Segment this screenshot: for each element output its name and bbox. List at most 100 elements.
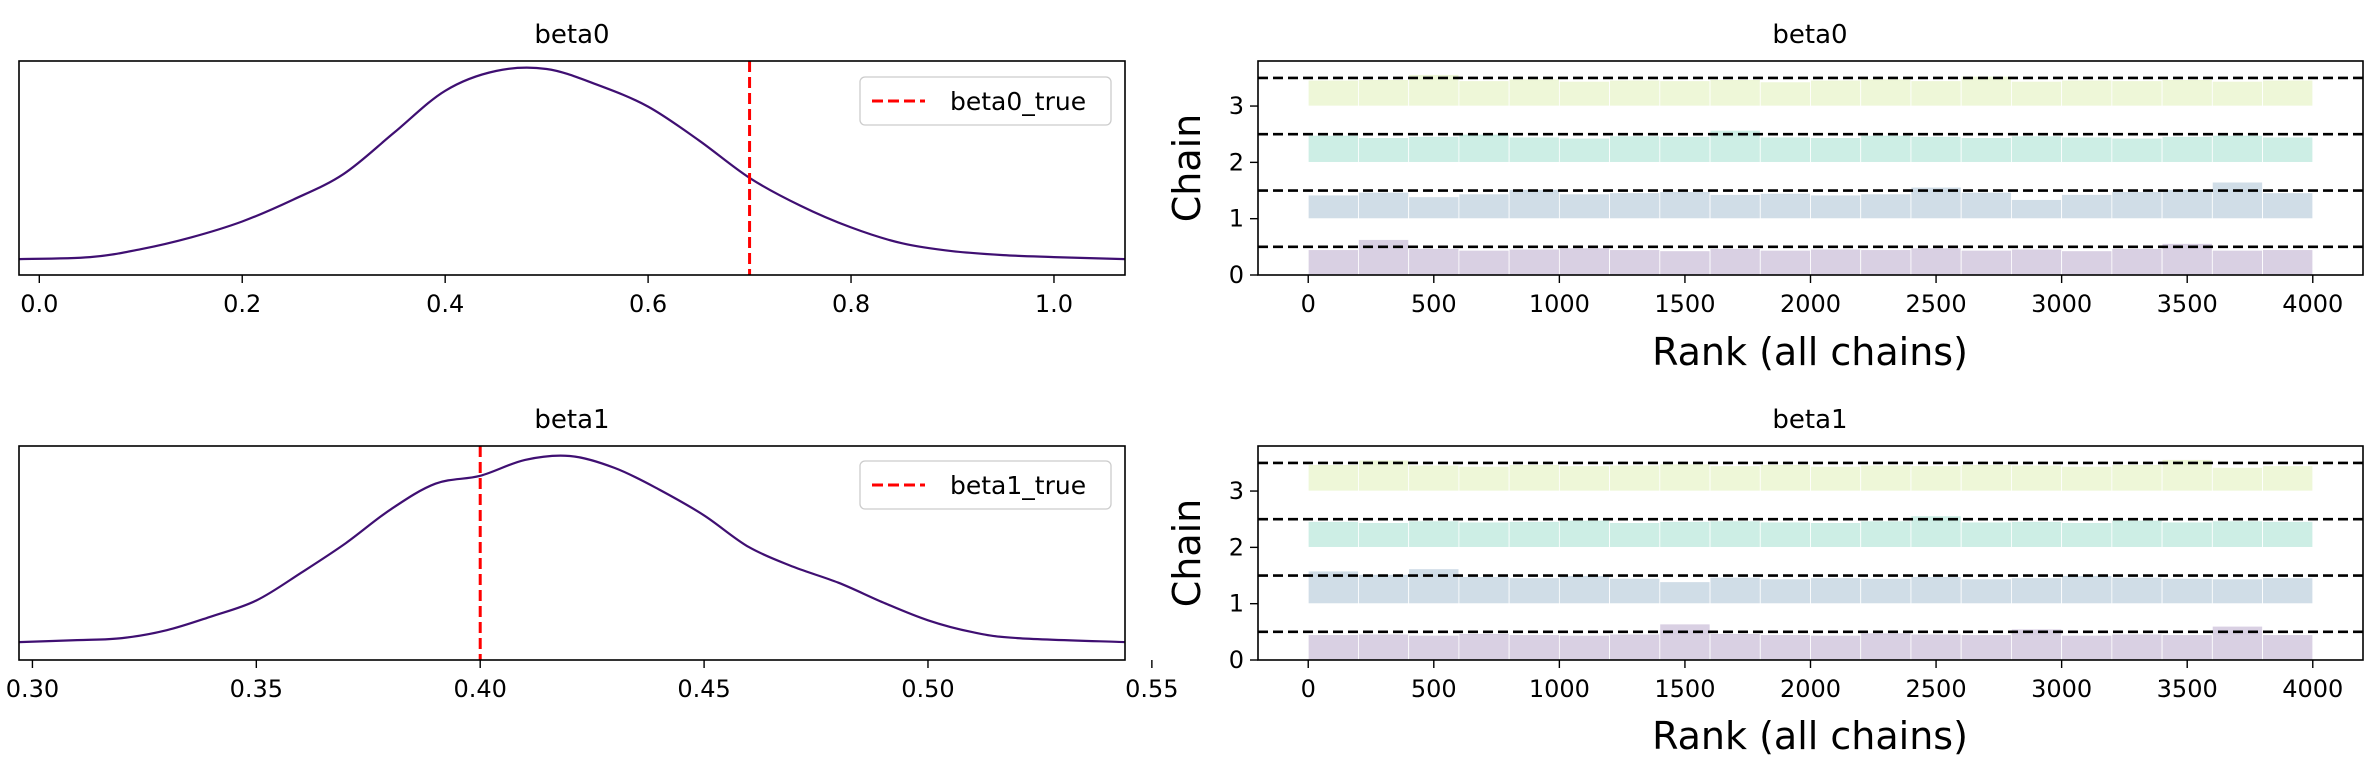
x-tick-label: 0 bbox=[1301, 290, 1316, 318]
rank-bar bbox=[1358, 191, 1410, 220]
y-tick-label: 2 bbox=[1229, 533, 1244, 561]
rank-bar bbox=[1810, 465, 1862, 492]
x-tick-label: 2500 bbox=[1906, 675, 1967, 703]
panel-beta1-density: beta1 0.30 0.35 0.40 0.45 0.50 0.55 beta1_tru… bbox=[6, 405, 1179, 703]
rank-bar bbox=[2262, 465, 2314, 492]
rank-bar bbox=[1910, 515, 1962, 548]
rank-bar bbox=[1709, 194, 1761, 220]
y-tick-label: 1 bbox=[1229, 590, 1244, 618]
rank-bar bbox=[1810, 137, 1862, 163]
axes-frame bbox=[1257, 60, 2364, 276]
rank-bar bbox=[1458, 193, 1510, 220]
rank-bar bbox=[2011, 80, 2063, 107]
rank-bar bbox=[1307, 249, 1359, 276]
x-tick-label: 3500 bbox=[2157, 290, 2218, 318]
rank-bar bbox=[2161, 577, 2213, 605]
rank-bar bbox=[1759, 634, 1811, 661]
rank-bar bbox=[1860, 632, 1912, 661]
rank-bar bbox=[1910, 247, 1962, 276]
rank-bar bbox=[2211, 466, 2263, 492]
rank-bar bbox=[2011, 628, 2063, 661]
rank-bar bbox=[2161, 79, 2213, 107]
rank-bar bbox=[1609, 464, 1661, 492]
rank-bar bbox=[1960, 578, 2012, 605]
rank-bar bbox=[1358, 574, 1410, 605]
x-tick-label: 1.0 bbox=[1035, 290, 1073, 318]
rank-bar bbox=[1960, 75, 2012, 107]
legend-box bbox=[859, 460, 1112, 510]
rank-bar bbox=[2111, 519, 2163, 548]
axes-frame bbox=[18, 60, 1126, 276]
x-tick-label: 3000 bbox=[2031, 675, 2092, 703]
rank-bar bbox=[2111, 80, 2163, 107]
rank-bar bbox=[1408, 464, 1460, 492]
x-tick-label: 0.30 bbox=[6, 675, 59, 703]
rank-bar bbox=[1759, 464, 1811, 492]
rank-bar bbox=[1408, 136, 1460, 163]
rank-bar bbox=[1408, 248, 1460, 276]
rank-bar bbox=[1358, 633, 1410, 661]
rank-bar bbox=[2011, 248, 2063, 276]
panel-title: beta0 bbox=[1772, 20, 1847, 50]
rank-bar bbox=[1458, 633, 1510, 661]
y-tick-label: 1 bbox=[1229, 205, 1244, 233]
x-tick-label: 0.45 bbox=[677, 675, 730, 703]
y-tick-label: 0 bbox=[1229, 261, 1244, 289]
rank-bar bbox=[1358, 522, 1410, 548]
rank-bar bbox=[1508, 464, 1560, 492]
x-tick-label: 0.50 bbox=[901, 675, 954, 703]
rank-bar bbox=[1960, 521, 2012, 548]
rank-bar bbox=[2011, 464, 2063, 492]
rank-bar bbox=[1659, 136, 1711, 163]
rank-bar bbox=[1659, 250, 1711, 276]
legend-box bbox=[859, 76, 1112, 126]
x-tick-label: 1000 bbox=[1529, 290, 1590, 318]
rank-bar bbox=[1458, 576, 1510, 605]
x-tick-label: 0.2 bbox=[223, 290, 261, 318]
rank-bar bbox=[1609, 522, 1661, 548]
rank-bar bbox=[1759, 578, 1811, 605]
rank-bar bbox=[2262, 634, 2314, 661]
rank-bar bbox=[1408, 568, 1460, 605]
panel-title: beta1 bbox=[1772, 405, 1847, 435]
rank-bar bbox=[1307, 134, 1359, 163]
rank-bar bbox=[1860, 249, 1912, 276]
rank-bar bbox=[1609, 633, 1661, 661]
rank-bar bbox=[1558, 80, 1610, 107]
x-tick-label: 0.4 bbox=[426, 290, 464, 318]
rank-bar bbox=[1508, 248, 1560, 276]
x-tick-label: 0.35 bbox=[230, 675, 283, 703]
rank-bar bbox=[1307, 521, 1359, 548]
rank-bar bbox=[2111, 191, 2163, 220]
rank-bar bbox=[2061, 634, 2113, 661]
panel-title: beta0 bbox=[534, 20, 609, 50]
rank-bar bbox=[2211, 181, 2263, 220]
rank-bar bbox=[1659, 623, 1711, 661]
rank-bar bbox=[2262, 249, 2314, 276]
rank-bar bbox=[1709, 79, 1761, 107]
rank-bar bbox=[1609, 249, 1661, 276]
rank-bar bbox=[1709, 248, 1761, 276]
rank-bar bbox=[1307, 194, 1359, 220]
x-tick-label: 1500 bbox=[1654, 675, 1715, 703]
x-tick-label: 4000 bbox=[2282, 290, 2343, 318]
density-marks bbox=[18, 61, 1126, 275]
rank-bar bbox=[1358, 459, 1410, 492]
rank-bar bbox=[2211, 80, 2263, 107]
rank-bar bbox=[2161, 634, 2213, 661]
y-tick-label: 3 bbox=[1229, 92, 1244, 120]
rank-bar bbox=[1759, 521, 1811, 548]
rank-bar bbox=[1709, 520, 1761, 548]
rank-bar bbox=[1358, 239, 1410, 276]
rank-bar bbox=[2061, 194, 2113, 220]
rank-bar bbox=[2011, 521, 2063, 548]
rank-bar bbox=[1810, 248, 1862, 276]
rank-bar bbox=[2262, 136, 2314, 163]
x-axis-label: Rank (all chains) bbox=[1652, 714, 1968, 758]
rank-bars bbox=[1258, 74, 2363, 276]
rank-bar bbox=[1860, 193, 1912, 220]
rank-bar bbox=[1810, 194, 1862, 220]
y-axis-ticks: 0 1 2 3 bbox=[1229, 477, 1258, 674]
rank-bar bbox=[1558, 519, 1610, 548]
